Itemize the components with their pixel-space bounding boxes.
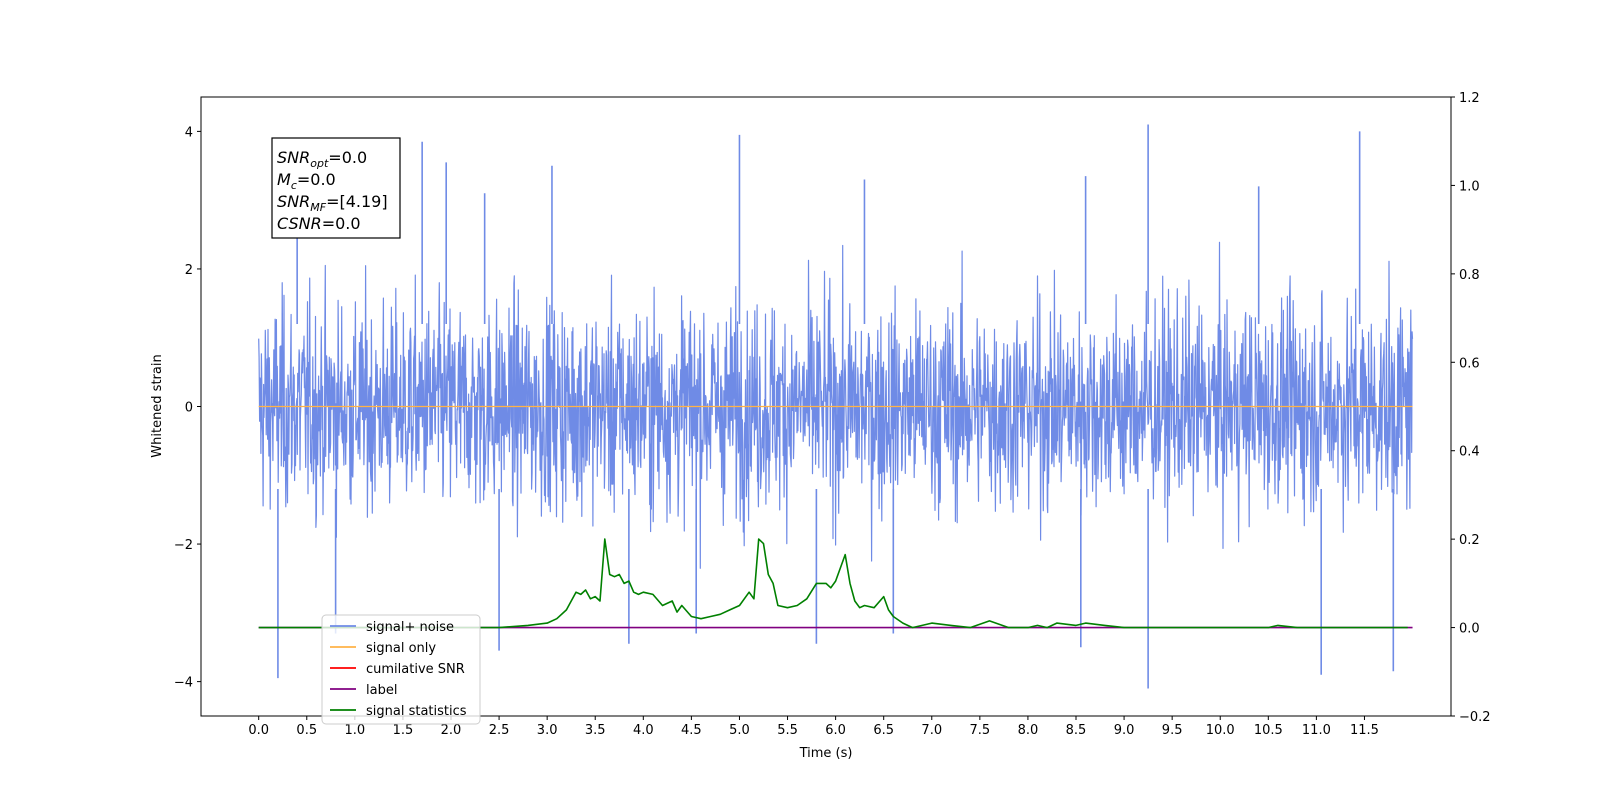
series-signal-noise-spikes [277, 124, 1395, 689]
x-tick-label: 8.5 [1066, 723, 1087, 738]
x-tick-label: 8.0 [1018, 723, 1039, 738]
x-tick-label: 6.5 [873, 723, 894, 738]
y-axis-right: −0.2 0.0 0.2 0.4 0.6 0.8 1.0 1.2 [1451, 91, 1491, 725]
y-right-tick-label: −0.2 [1459, 710, 1491, 725]
y-left-tick-label: 0 [185, 401, 193, 416]
x-tick-label: 11.5 [1350, 723, 1379, 738]
x-tick-label: 5.0 [729, 723, 750, 738]
x-tick-label: 9.5 [1162, 723, 1183, 738]
y-right-tick-label: 1.0 [1459, 179, 1480, 194]
x-tick-label: 3.5 [585, 723, 606, 738]
y-axis-label: Whitened strain [150, 354, 165, 457]
annotation-line: Mc=0.0 [277, 170, 336, 192]
x-tick-label: 7.0 [921, 723, 942, 738]
x-tick-label: 3.0 [537, 723, 558, 738]
y-right-tick-label: 0.4 [1459, 445, 1480, 460]
x-tick-label: 6.0 [825, 723, 846, 738]
legend-label: signal+ noise [366, 620, 454, 635]
x-axis-label: Time (s) [799, 746, 853, 761]
x-tick-label: 2.5 [489, 723, 510, 738]
legend-label: signal only [366, 641, 436, 656]
x-tick-label: 10.0 [1206, 723, 1235, 738]
x-tick-label: 10.5 [1254, 723, 1283, 738]
y-right-tick-label: 1.2 [1459, 91, 1480, 106]
x-tick-label: 5.5 [777, 723, 798, 738]
x-tick-label: 1.0 [345, 723, 366, 738]
y-left-tick-label: 2 [185, 263, 193, 278]
x-tick-label: 7.5 [970, 723, 991, 738]
y-right-tick-label: 0.6 [1459, 356, 1480, 371]
series-signal-noise-line [258, 241, 1414, 569]
legend: signal+ noise signal only cumilative SNR la… [321, 614, 481, 725]
annotation-line: SNRMF=[4.19] [277, 192, 388, 214]
y-right-tick-label: 0.0 [1459, 622, 1480, 637]
y-left-tick-label: −2 [174, 538, 193, 553]
y-right-tick-label: 0.2 [1459, 533, 1480, 548]
series-signal-statistics-line [258, 538, 1408, 629]
y-left-tick-label: 4 [185, 125, 193, 140]
legend-label: signal statistics [366, 704, 467, 719]
x-tick-label: 1.5 [393, 723, 414, 738]
x-tick-label: 0.5 [296, 723, 317, 738]
y-right-tick-label: 0.8 [1459, 268, 1480, 283]
y-axis-left: −4 −2 0 2 4 [174, 125, 201, 691]
x-tick-label: 9.0 [1114, 723, 1135, 738]
x-tick-label: 2.0 [441, 723, 462, 738]
x-tick-label: 0.0 [248, 723, 269, 738]
annotation-line: SNRopt=0.0 [277, 148, 367, 170]
annotation-line: CSNR=0.0 [277, 214, 361, 233]
plot-area [258, 124, 1414, 689]
x-axis: 0.0 0.5 1.0 1.5 2.0 2.5 3.0 3.5 4.0 4.5 5.0 5.5 6.0 6… [248, 716, 1379, 738]
x-tick-label: 11.0 [1302, 723, 1331, 738]
x-tick-label: 4.5 [681, 723, 702, 738]
legend-label: label [366, 683, 397, 698]
y-left-tick-label: −4 [174, 676, 193, 691]
x-tick-label: 4.0 [633, 723, 654, 738]
legend-label: cumilative SNR [366, 662, 465, 677]
